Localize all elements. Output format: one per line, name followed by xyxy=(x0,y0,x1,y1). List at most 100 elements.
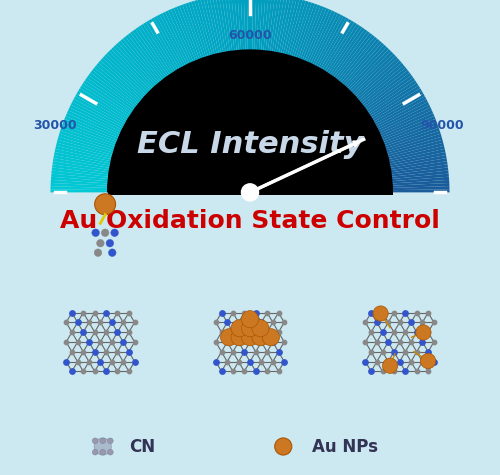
Wedge shape xyxy=(168,10,194,63)
Wedge shape xyxy=(368,80,416,114)
Wedge shape xyxy=(100,58,144,98)
Wedge shape xyxy=(212,0,226,52)
Point xyxy=(402,368,409,375)
Point xyxy=(212,319,220,326)
Wedge shape xyxy=(300,6,324,60)
Wedge shape xyxy=(70,104,122,132)
Text: CN: CN xyxy=(129,437,155,456)
Wedge shape xyxy=(369,83,418,116)
Wedge shape xyxy=(80,86,130,118)
Point xyxy=(240,368,248,375)
Wedge shape xyxy=(138,26,172,75)
Point xyxy=(114,309,122,316)
Point xyxy=(407,358,415,365)
Point xyxy=(90,368,98,375)
Wedge shape xyxy=(390,158,447,170)
Wedge shape xyxy=(84,80,132,114)
Wedge shape xyxy=(392,171,448,179)
Point xyxy=(114,368,122,375)
Wedge shape xyxy=(372,91,424,122)
Wedge shape xyxy=(382,116,436,140)
Point xyxy=(367,328,375,336)
Wedge shape xyxy=(388,146,444,162)
Point xyxy=(229,328,237,336)
Circle shape xyxy=(242,329,258,346)
Point xyxy=(74,338,82,346)
Wedge shape xyxy=(256,0,262,50)
Wedge shape xyxy=(324,22,357,72)
Point xyxy=(80,309,88,316)
Wedge shape xyxy=(349,49,391,92)
Wedge shape xyxy=(94,65,140,103)
Wedge shape xyxy=(62,122,116,144)
Point xyxy=(396,358,404,365)
Circle shape xyxy=(94,249,102,256)
Point xyxy=(362,338,370,346)
Wedge shape xyxy=(332,29,368,77)
Wedge shape xyxy=(272,0,284,52)
Text: ECL Intensity: ECL Intensity xyxy=(137,130,363,160)
Circle shape xyxy=(252,320,269,337)
Wedge shape xyxy=(56,143,112,159)
Circle shape xyxy=(242,320,258,337)
Wedge shape xyxy=(360,65,406,103)
Wedge shape xyxy=(281,0,296,54)
Wedge shape xyxy=(111,47,152,90)
Wedge shape xyxy=(72,99,124,128)
Wedge shape xyxy=(50,189,108,192)
Point xyxy=(246,319,254,326)
Point xyxy=(412,309,420,316)
Point xyxy=(234,358,242,365)
Point xyxy=(396,319,404,326)
Wedge shape xyxy=(225,0,234,51)
Circle shape xyxy=(382,358,398,373)
Wedge shape xyxy=(274,0,287,52)
Point xyxy=(218,309,226,316)
Wedge shape xyxy=(68,107,121,134)
Point xyxy=(424,368,432,375)
Wedge shape xyxy=(219,0,230,52)
Wedge shape xyxy=(342,41,382,86)
Wedge shape xyxy=(120,38,159,84)
Point xyxy=(62,319,70,326)
Point xyxy=(280,319,288,326)
Wedge shape xyxy=(266,0,275,51)
Wedge shape xyxy=(107,49,393,192)
Point xyxy=(119,319,127,326)
Wedge shape xyxy=(366,75,413,110)
Point xyxy=(402,328,409,336)
Wedge shape xyxy=(51,177,108,183)
Point xyxy=(430,319,438,326)
Point xyxy=(373,319,381,326)
Text: Au NPs: Au NPs xyxy=(312,437,378,456)
Wedge shape xyxy=(268,0,278,51)
Wedge shape xyxy=(71,102,123,130)
Wedge shape xyxy=(314,15,344,66)
Wedge shape xyxy=(286,0,302,55)
Wedge shape xyxy=(304,8,329,62)
Wedge shape xyxy=(162,12,190,65)
Wedge shape xyxy=(339,37,377,83)
Wedge shape xyxy=(130,31,166,78)
Wedge shape xyxy=(296,4,318,58)
Circle shape xyxy=(102,229,109,237)
Wedge shape xyxy=(50,186,108,190)
Wedge shape xyxy=(375,96,426,126)
Point xyxy=(252,368,260,375)
Point xyxy=(424,309,432,316)
Wedge shape xyxy=(53,158,110,170)
Circle shape xyxy=(100,438,105,444)
Circle shape xyxy=(108,438,113,444)
Point xyxy=(223,358,231,365)
Point xyxy=(367,309,375,316)
Point xyxy=(90,309,98,316)
Wedge shape xyxy=(384,122,438,144)
Wedge shape xyxy=(96,63,142,102)
Wedge shape xyxy=(82,83,131,116)
Point xyxy=(396,338,404,346)
Point xyxy=(125,309,133,316)
Point xyxy=(240,309,248,316)
Point xyxy=(80,368,88,375)
Wedge shape xyxy=(192,1,210,56)
Wedge shape xyxy=(322,20,354,71)
